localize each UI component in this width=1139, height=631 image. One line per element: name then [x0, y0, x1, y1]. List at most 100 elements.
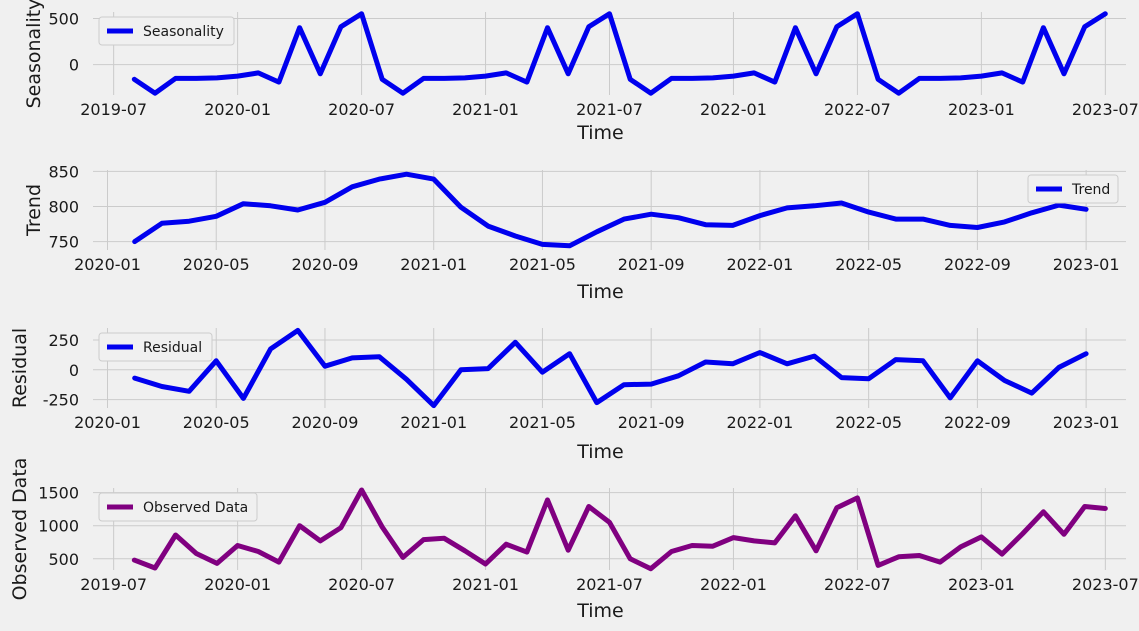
data-point: [188, 220, 190, 222]
data-point: [786, 207, 788, 209]
data-point: [484, 75, 487, 77]
data-point: [670, 77, 673, 79]
data-point: [546, 27, 549, 29]
data-point: [705, 361, 707, 363]
data-point: [980, 536, 983, 538]
x-tick-label: 2020-07: [328, 100, 395, 119]
data-point: [402, 556, 404, 559]
data-point: [1104, 13, 1106, 15]
x-tick-label: 2021-07: [576, 575, 643, 594]
x-tick-label: 2022-09: [944, 413, 1011, 432]
y-tick-label: -250: [43, 391, 79, 410]
data-point: [677, 375, 680, 377]
x-tick-label: 2020-09: [292, 413, 359, 432]
data-point: [134, 377, 136, 379]
data-point: [270, 348, 272, 350]
data-point: [1063, 73, 1065, 75]
data-point: [1001, 72, 1003, 74]
data-point: [650, 568, 652, 570]
data-point: [154, 92, 156, 94]
data-point: [484, 563, 487, 565]
data-point: [1104, 507, 1106, 510]
data-point: [1031, 212, 1033, 214]
series-line: [131, 11, 1108, 96]
data-point: [402, 92, 404, 94]
data-point: [546, 499, 549, 501]
data-point: [596, 402, 598, 404]
data-point: [443, 537, 445, 539]
data-point: [340, 26, 342, 28]
data-point: [629, 558, 631, 560]
x-tick-label: 2021-05: [509, 255, 576, 274]
data-point: [487, 368, 489, 370]
x-tick-label: 2023-01: [1053, 413, 1120, 432]
data-point: [732, 363, 734, 365]
y-axis-title: Observed Data: [9, 458, 31, 601]
x-tick-label: 2022-01: [700, 100, 767, 119]
data-point: [215, 215, 217, 217]
data-point: [278, 81, 280, 83]
x-tick-label: 2023-07: [1072, 575, 1139, 594]
data-point: [759, 351, 761, 354]
x-tick-label: 2022-01: [700, 575, 767, 594]
data-point: [514, 235, 516, 237]
data-point: [596, 231, 598, 233]
legend-label: Residual: [143, 340, 202, 356]
data-point: [815, 73, 817, 75]
data-point: [405, 378, 408, 380]
data-point: [922, 218, 924, 220]
data-point: [299, 525, 301, 527]
data-point: [836, 26, 838, 28]
y-tick-label: 250: [48, 331, 79, 350]
data-point: [405, 173, 408, 175]
chart-panel-1: 2019-07 2020-01 2020-07 2021-01 2021-07 2022-…: [23, 0, 1139, 144]
data-point: [732, 537, 735, 539]
data-point: [161, 385, 163, 388]
legend: Trend: [1027, 174, 1119, 204]
data-point: [712, 77, 714, 79]
data-point: [175, 534, 177, 536]
x-tick-label: 2020-09: [292, 255, 359, 274]
data-point: [1085, 208, 1087, 210]
y-axis-title: Trend: [23, 184, 45, 237]
y-axis-title: Seasonality: [23, 0, 45, 108]
x-tick-label: 2022-01: [726, 255, 793, 274]
data-point: [922, 360, 924, 362]
data-point: [1063, 533, 1065, 535]
data-point: [319, 540, 321, 542]
data-point: [154, 567, 156, 569]
data-point: [257, 72, 259, 74]
data-point: [270, 205, 272, 207]
legend-label: Observed Data: [143, 500, 248, 516]
data-point: [753, 540, 755, 542]
data-point: [670, 550, 673, 553]
x-tick-label: 2019-07: [80, 575, 147, 594]
data-point: [608, 521, 611, 524]
x-tick-label: 2023-07: [1072, 100, 1139, 119]
data-point: [443, 77, 445, 79]
data-point: [1084, 505, 1086, 508]
legend: Observed Data: [98, 492, 258, 522]
data-point: [195, 552, 197, 555]
data-point: [361, 489, 363, 491]
data-point: [514, 341, 516, 343]
x-tick-label: 2020-01: [74, 255, 141, 274]
data-point: [1022, 533, 1024, 535]
data-point: [1001, 553, 1003, 555]
y-tick-label: 750: [48, 233, 79, 252]
data-point: [257, 550, 259, 553]
legend: Residual: [98, 332, 213, 362]
data-point: [433, 405, 435, 407]
data-point: [324, 365, 326, 367]
data-point: [319, 73, 321, 75]
x-tick-label: 2023-01: [948, 575, 1015, 594]
data-point: [1058, 204, 1060, 206]
data-point: [753, 72, 755, 74]
data-point: [815, 550, 817, 552]
data-point: [161, 222, 163, 224]
x-tick-label: 2022-07: [824, 100, 891, 119]
data-point: [1058, 366, 1060, 368]
x-tick-label: 2021-01: [452, 100, 519, 119]
data-point: [1085, 353, 1087, 355]
